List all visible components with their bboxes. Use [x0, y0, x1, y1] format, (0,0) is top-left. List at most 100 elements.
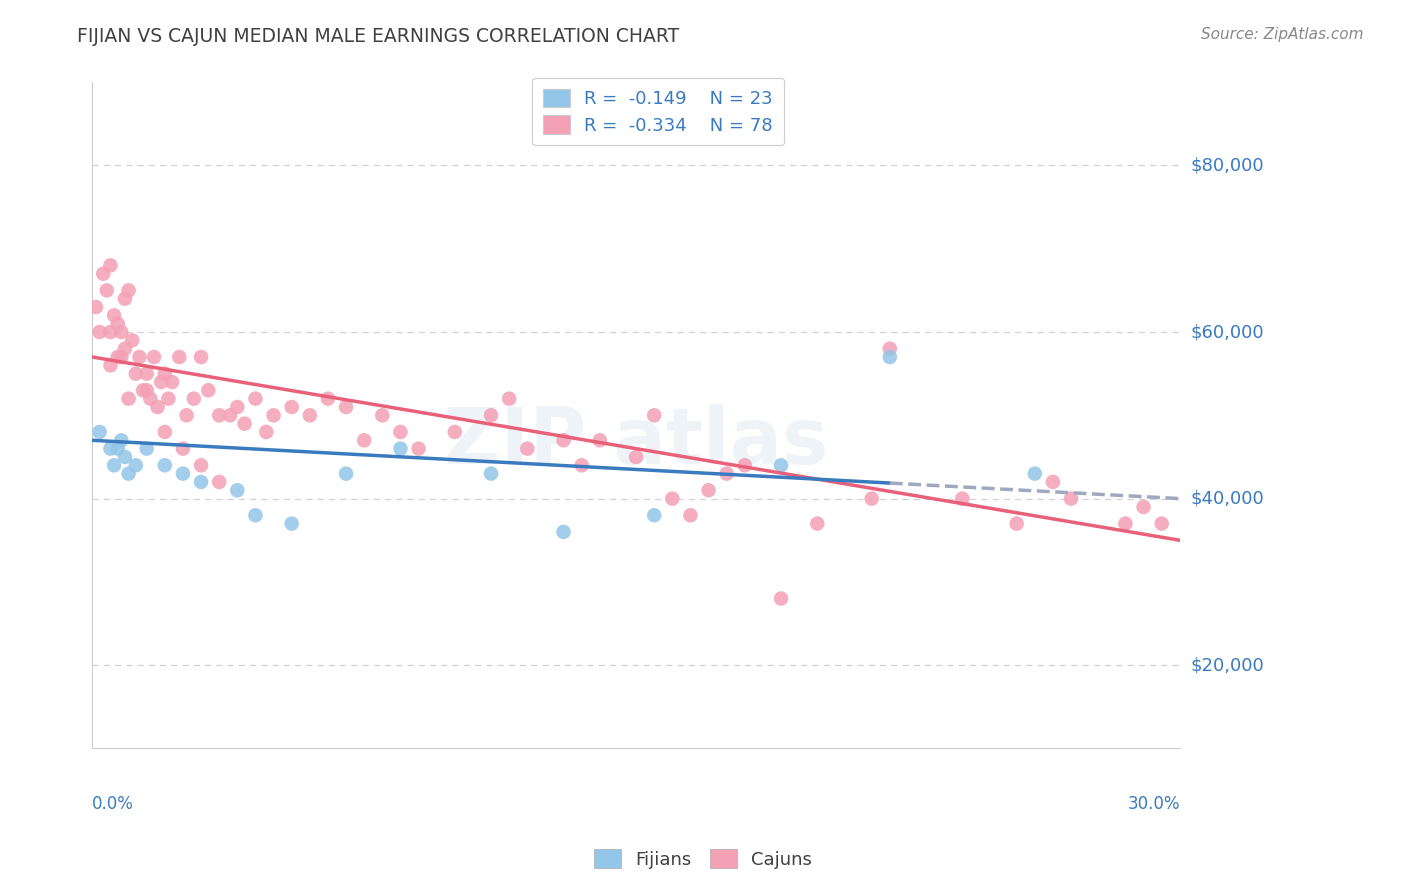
Point: [443, 425, 465, 439]
Point: [770, 458, 793, 473]
Text: ZIP atlas: ZIP atlas: [444, 404, 828, 480]
Point: [643, 409, 665, 423]
Point: [110, 350, 132, 364]
Legend: Fijians, Cajuns: Fijians, Cajuns: [586, 842, 820, 876]
Point: [110, 434, 132, 448]
Text: 0.0%: 0.0%: [93, 795, 134, 814]
Point: [110, 325, 132, 339]
Point: [233, 417, 256, 431]
Point: [157, 392, 180, 406]
Point: [1114, 516, 1136, 531]
Point: [860, 491, 883, 506]
Point: [208, 409, 231, 423]
Point: [172, 467, 194, 481]
Point: [226, 400, 249, 414]
Point: [316, 392, 339, 406]
Point: [353, 434, 375, 448]
Point: [643, 508, 665, 523]
Text: 30.0%: 30.0%: [1128, 795, 1180, 814]
Text: $80,000: $80,000: [1191, 156, 1264, 175]
Text: Source: ZipAtlas.com: Source: ZipAtlas.com: [1201, 27, 1364, 42]
Point: [183, 392, 205, 406]
Point: [254, 425, 277, 439]
Point: [589, 434, 612, 448]
Point: [114, 292, 136, 306]
Point: [197, 384, 219, 398]
Point: [153, 425, 176, 439]
Point: [190, 350, 212, 364]
Point: [107, 442, 129, 456]
Point: [96, 284, 118, 298]
Point: [734, 458, 756, 473]
Point: [697, 483, 720, 498]
Point: [139, 392, 162, 406]
Point: [103, 309, 125, 323]
Point: [389, 442, 412, 456]
Point: [190, 458, 212, 473]
Point: [160, 375, 183, 389]
Point: [1005, 516, 1028, 531]
Point: [117, 467, 139, 481]
Point: [371, 409, 394, 423]
Point: [190, 475, 212, 489]
Point: [408, 442, 430, 456]
Point: [219, 409, 242, 423]
Text: $40,000: $40,000: [1191, 490, 1264, 508]
Point: [553, 524, 575, 539]
Point: [114, 342, 136, 356]
Point: [100, 325, 122, 339]
Point: [100, 259, 122, 273]
Point: [146, 400, 169, 414]
Point: [335, 400, 357, 414]
Point: [298, 409, 321, 423]
Point: [770, 591, 793, 606]
Point: [150, 375, 173, 389]
Point: [1042, 475, 1064, 489]
Point: [117, 284, 139, 298]
Point: [1060, 491, 1083, 506]
Point: [208, 475, 231, 489]
Point: [142, 350, 165, 364]
Point: [114, 450, 136, 464]
Point: [335, 467, 357, 481]
Point: [661, 491, 683, 506]
Text: FIJIAN VS CAJUN MEDIAN MALE EARNINGS CORRELATION CHART: FIJIAN VS CAJUN MEDIAN MALE EARNINGS COR…: [77, 27, 679, 45]
Point: [100, 359, 122, 373]
Point: [89, 425, 111, 439]
Point: [84, 300, 107, 314]
Point: [280, 400, 302, 414]
Point: [280, 516, 302, 531]
Point: [571, 458, 593, 473]
Point: [153, 367, 176, 381]
Point: [100, 442, 122, 456]
Legend: R =  -0.149    N = 23, R =  -0.334    N = 78: R = -0.149 N = 23, R = -0.334 N = 78: [531, 78, 783, 145]
Point: [879, 350, 901, 364]
Point: [135, 384, 157, 398]
Point: [107, 317, 129, 331]
Point: [716, 467, 738, 481]
Point: [879, 342, 901, 356]
Point: [125, 367, 148, 381]
Point: [553, 434, 575, 448]
Point: [479, 467, 502, 481]
Point: [169, 350, 191, 364]
Point: [1150, 516, 1173, 531]
Point: [479, 409, 502, 423]
Point: [226, 483, 249, 498]
Point: [1024, 467, 1046, 481]
Point: [245, 392, 267, 406]
Point: [516, 442, 538, 456]
Point: [389, 425, 412, 439]
Point: [1132, 500, 1154, 514]
Point: [135, 442, 157, 456]
Point: [107, 350, 129, 364]
Text: $60,000: $60,000: [1191, 323, 1264, 341]
Point: [263, 409, 285, 423]
Point: [117, 392, 139, 406]
Point: [121, 334, 143, 348]
Point: [950, 491, 973, 506]
Point: [128, 350, 150, 364]
Point: [806, 516, 828, 531]
Point: [624, 450, 647, 464]
Point: [132, 384, 155, 398]
